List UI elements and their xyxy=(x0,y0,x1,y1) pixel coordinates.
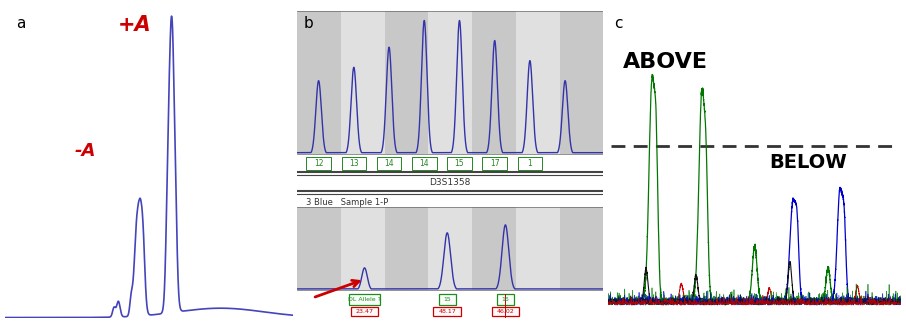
Text: 48.17: 48.17 xyxy=(439,309,456,314)
Bar xyxy=(297,207,341,290)
Text: 17: 17 xyxy=(490,159,499,168)
Bar xyxy=(439,294,456,305)
Text: D3S1358: D3S1358 xyxy=(429,178,471,187)
Text: 23.47: 23.47 xyxy=(355,309,373,314)
Text: ABOVE: ABOVE xyxy=(622,52,708,73)
Bar xyxy=(448,157,472,170)
Text: c: c xyxy=(613,16,622,31)
Bar xyxy=(342,157,366,170)
Bar xyxy=(560,11,603,154)
Text: 13: 13 xyxy=(349,159,359,168)
Text: 12: 12 xyxy=(313,159,323,168)
Bar xyxy=(377,157,401,170)
Bar xyxy=(341,11,385,154)
Text: b: b xyxy=(304,16,313,31)
Text: DL Allele ?: DL Allele ? xyxy=(348,297,381,302)
Text: 46.02: 46.02 xyxy=(496,309,515,314)
Bar xyxy=(349,294,380,305)
Text: 15: 15 xyxy=(455,159,464,168)
Text: 3 Blue   Sample 1-P: 3 Blue Sample 1-P xyxy=(306,198,389,207)
Bar xyxy=(482,157,507,170)
Text: a: a xyxy=(16,16,25,31)
Bar xyxy=(516,207,560,290)
Bar xyxy=(385,11,429,154)
Bar xyxy=(560,207,603,290)
Text: 16: 16 xyxy=(502,297,509,302)
Bar xyxy=(412,157,437,170)
Text: +A: +A xyxy=(118,15,151,35)
Bar xyxy=(306,157,331,170)
Text: 14: 14 xyxy=(384,159,394,168)
Bar xyxy=(433,307,461,316)
Bar xyxy=(497,294,514,305)
Bar xyxy=(429,207,472,290)
Bar xyxy=(341,207,385,290)
Text: 1: 1 xyxy=(527,159,533,168)
Bar xyxy=(429,11,472,154)
Text: BELOW: BELOW xyxy=(769,153,847,171)
Bar xyxy=(492,307,519,316)
Bar xyxy=(517,157,542,170)
Bar xyxy=(297,11,341,154)
Text: 15: 15 xyxy=(443,297,451,302)
Bar xyxy=(472,11,516,154)
Bar xyxy=(351,307,379,316)
Bar xyxy=(385,207,429,290)
Bar xyxy=(472,207,516,290)
Bar xyxy=(516,11,560,154)
Text: 14: 14 xyxy=(419,159,429,168)
Text: -A: -A xyxy=(74,142,96,160)
